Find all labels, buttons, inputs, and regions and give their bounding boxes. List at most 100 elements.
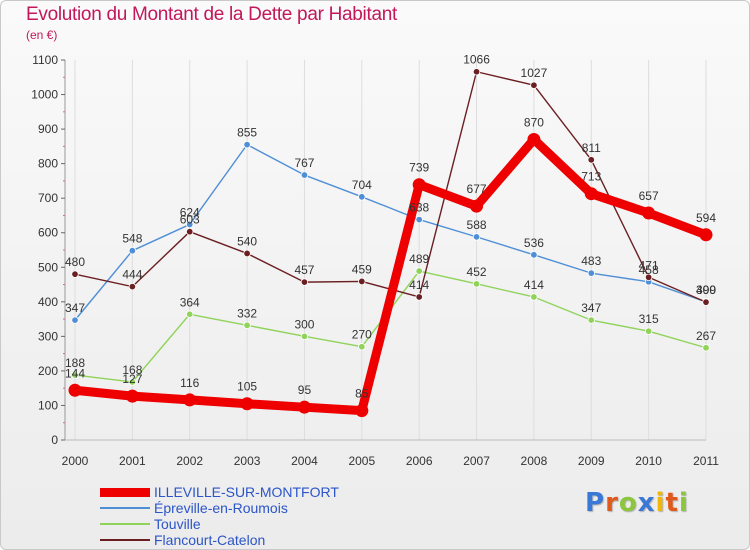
data-label: 444 bbox=[122, 268, 142, 282]
data-point bbox=[415, 215, 423, 224]
legend-swatch bbox=[100, 507, 150, 509]
proxiti-logo: Proxiti bbox=[585, 488, 689, 518]
y-tick-label: 500 bbox=[38, 260, 58, 274]
data-label: 471 bbox=[639, 258, 659, 272]
data-point bbox=[358, 343, 366, 351]
data-point bbox=[183, 393, 197, 407]
x-tick-label: 2007 bbox=[463, 454, 490, 468]
data-point bbox=[186, 220, 194, 229]
data-point bbox=[530, 81, 538, 89]
x-tick-label: 2002 bbox=[176, 454, 203, 468]
y-tick-label: 0 bbox=[51, 433, 58, 447]
data-label: 332 bbox=[237, 306, 257, 320]
x-tick-label: 2006 bbox=[406, 454, 433, 468]
series-1 bbox=[71, 140, 710, 324]
y-tick-label: 400 bbox=[38, 295, 58, 309]
legend-swatch bbox=[100, 487, 150, 497]
legend-label: Touville bbox=[154, 516, 201, 532]
x-tick-label: 2008 bbox=[521, 454, 548, 468]
data-label: 540 bbox=[237, 234, 257, 248]
data-point bbox=[128, 246, 137, 255]
data-label: 713 bbox=[581, 170, 601, 184]
data-label: 638 bbox=[409, 201, 429, 215]
data-point bbox=[71, 316, 79, 324]
data-label: 767 bbox=[294, 156, 314, 170]
data-label: 480 bbox=[65, 255, 85, 269]
y-tick-label: 800 bbox=[38, 157, 58, 171]
series-line bbox=[70, 134, 711, 416]
chart-title: Evolution du Montant de la Dette par Hab… bbox=[26, 4, 397, 25]
data-point bbox=[644, 327, 653, 335]
data-label: 603 bbox=[180, 213, 200, 227]
data-point bbox=[358, 193, 366, 201]
data-point bbox=[412, 178, 426, 192]
data-label: 739 bbox=[409, 161, 429, 175]
data-point bbox=[584, 187, 598, 201]
data-label: 855 bbox=[237, 126, 257, 140]
data-point bbox=[358, 277, 366, 286]
data-point bbox=[297, 400, 311, 414]
data-point bbox=[587, 316, 595, 324]
legend-swatch bbox=[100, 523, 150, 525]
data-point bbox=[300, 332, 309, 341]
data-point bbox=[527, 132, 541, 146]
data-point bbox=[243, 140, 251, 149]
data-label: 414 bbox=[409, 278, 429, 292]
data-label: 188 bbox=[65, 356, 85, 370]
x-tick-label: 2004 bbox=[291, 454, 318, 468]
logo-letter: t bbox=[665, 488, 679, 518]
logo-letter: x bbox=[637, 488, 656, 518]
y-tick-label: 900 bbox=[38, 122, 58, 136]
data-point bbox=[355, 404, 369, 418]
data-label: 270 bbox=[352, 328, 372, 342]
y-tick-label: 300 bbox=[38, 329, 58, 343]
data-point bbox=[243, 249, 251, 258]
data-label: 105 bbox=[237, 380, 257, 394]
x-tick-label: 2010 bbox=[635, 454, 662, 468]
data-label: 489 bbox=[409, 252, 429, 266]
data-label: 657 bbox=[639, 189, 659, 203]
x-tick-label: 2001 bbox=[119, 454, 146, 468]
data-point bbox=[699, 228, 713, 242]
data-point bbox=[300, 171, 309, 179]
data-point bbox=[186, 310, 194, 318]
data-label: 85 bbox=[355, 387, 369, 401]
data-point bbox=[472, 233, 481, 241]
legend-label: ILLEVILLE-SUR-MONTFORT bbox=[154, 484, 339, 500]
data-point bbox=[644, 273, 653, 281]
data-label: 677 bbox=[467, 182, 487, 196]
data-label: 1066 bbox=[463, 53, 490, 67]
data-label: 347 bbox=[65, 301, 85, 315]
logo-letter: i bbox=[655, 488, 666, 518]
data-label: 458 bbox=[639, 263, 659, 277]
logo-letter: i bbox=[678, 488, 689, 518]
data-point bbox=[186, 227, 194, 236]
y-tick-label: 700 bbox=[38, 191, 58, 205]
data-point bbox=[472, 280, 481, 288]
data-point bbox=[300, 278, 309, 286]
data-point bbox=[415, 267, 423, 275]
data-point bbox=[240, 397, 254, 411]
y-tick-label: 1000 bbox=[31, 88, 58, 102]
data-label: 168 bbox=[122, 363, 142, 377]
legend-label: Flancourt-Catelon bbox=[154, 532, 266, 548]
data-point bbox=[472, 68, 481, 76]
data-point bbox=[68, 383, 82, 397]
series-0 bbox=[68, 132, 713, 418]
series-line bbox=[74, 71, 707, 303]
logo-letter: P bbox=[585, 488, 606, 518]
data-point bbox=[243, 321, 251, 330]
data-point bbox=[530, 293, 538, 301]
data-point bbox=[128, 378, 137, 386]
data-label: 300 bbox=[294, 317, 314, 331]
data-label: 414 bbox=[524, 278, 544, 292]
data-point bbox=[71, 371, 79, 379]
x-tick-label: 2009 bbox=[578, 454, 605, 468]
data-label: 459 bbox=[352, 262, 372, 276]
x-tick-label: 2011 bbox=[693, 454, 719, 468]
data-point bbox=[125, 389, 139, 403]
data-label: 95 bbox=[298, 383, 312, 397]
logo-letter: r bbox=[605, 488, 619, 518]
logo-letter: o bbox=[618, 488, 638, 518]
x-tick-label: 2005 bbox=[348, 454, 375, 468]
